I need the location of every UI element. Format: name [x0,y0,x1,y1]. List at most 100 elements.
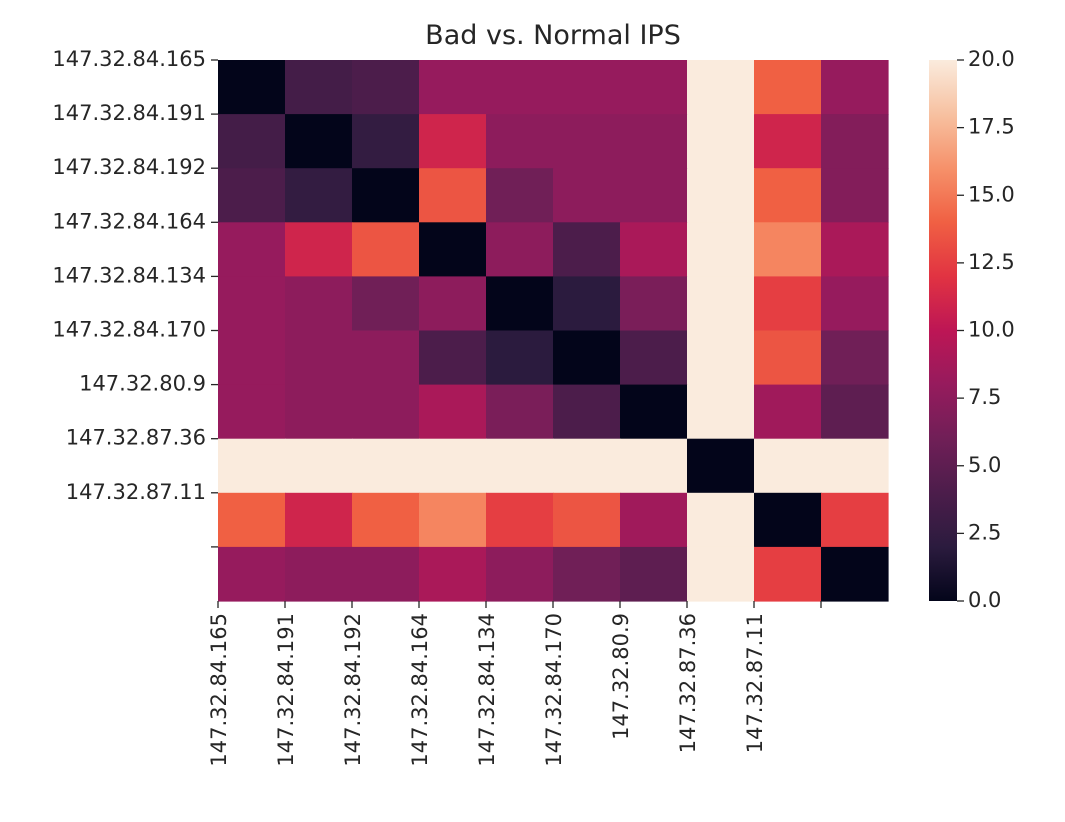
x-tick-label: 147.32.84.191 [274,613,298,767]
chart-title: Bad vs. Normal IPS [425,20,681,51]
heatmap-cell [620,330,688,386]
heatmap-cell [620,168,688,223]
y-tick-label: 147.32.84.192 [52,155,206,179]
heatmap-cell [821,222,889,277]
heatmap-cell [754,114,822,169]
heatmap-cell [352,438,420,494]
heatmap-cell [285,60,353,115]
heatmap-cell [620,438,688,494]
y-tick-label: 147.32.84.165 [52,47,206,71]
heatmap-cell [754,168,822,223]
heatmap-cell [620,222,688,277]
heatmap-cell [486,114,554,169]
colorbar: 0.0 2.5 5.0 7.5 10.0 12.5 15.0 17.5 20.0 [929,47,1015,612]
heatmap-cell [486,330,554,386]
y-tick-label: 147.32.84.170 [52,318,206,342]
heatmap-cell [419,546,487,602]
heatmap-cell [821,546,889,602]
heatmap-cell [285,276,353,332]
y-tick-label: 147.32.80.9 [79,372,206,396]
heatmap-cell [620,276,688,332]
heatmap-cell [687,330,755,386]
heatmap-cell [754,222,822,277]
colorbar-tick-label: 5.0 [968,453,1001,477]
colorbar-tick-label: 15.0 [968,182,1015,206]
x-tick-label: 147.32.80.9 [609,613,633,740]
heatmap-cell [553,384,621,440]
heatmap-cell [285,330,353,386]
heatmap-cell [620,60,688,115]
y-tick-label: 147.32.87.11 [66,480,206,504]
heatmap-cell [687,546,755,602]
heatmap-cell [486,276,554,332]
y-tick-label: 147.32.84.164 [52,209,206,233]
heatmap-cell [218,114,286,169]
heatmap-cell [218,276,286,332]
heatmap-cell [821,114,889,169]
heatmap-cell [285,438,353,494]
heatmap-cell [218,168,286,223]
heatmap-cell [218,438,286,494]
colorbar-gradient [929,60,957,601]
heatmap-cell [218,222,286,277]
x-tick-label: 147.32.87.11 [743,613,767,753]
x-tick-label: 147.32.84.165 [207,613,231,767]
heatmap-cell [754,492,822,548]
heatmap-cell [553,60,621,115]
heatmap-cell [620,492,688,548]
heatmap-cell [687,60,755,115]
heatmap-cell [486,384,554,440]
heatmap-cell [352,546,420,602]
heatmap-cell [553,276,621,332]
heatmap-cell [419,276,487,332]
heatmap-cell [352,114,420,169]
heatmap-cell [218,60,286,115]
heatmap-cell [218,546,286,602]
heatmap-cell [285,546,353,602]
heatmap-cell [486,438,554,494]
heatmap-cell [553,492,621,548]
x-tick-label: 147.32.87.36 [676,613,700,753]
heatmap-cell [754,438,822,494]
heatmap-cell [218,384,286,440]
heatmap-cell [687,384,755,440]
heatmap-cell [419,438,487,494]
heatmap-cell [419,60,487,115]
heatmap-cell [352,330,420,386]
heatmap-cell [821,276,889,332]
heatmap-cell [754,60,822,115]
heatmap-cells [218,60,889,602]
heatmap-cell [754,330,822,386]
heatmap-cell [553,330,621,386]
x-axis-ticks: 147.32.84.165 147.32.84.191 147.32.84.192 1… [207,601,822,767]
heatmap-cell [486,168,554,223]
heatmap-cell [486,60,554,115]
heatmap-cell [821,330,889,386]
y-tick-label: 147.32.84.191 [52,101,206,125]
colorbar-tick-label: 0.0 [968,588,1001,612]
heatmap-cell [821,438,889,494]
heatmap-cell [821,168,889,223]
heatmap-cell [352,60,420,115]
heatmap-cell [553,546,621,602]
heatmap-cell [419,222,487,277]
heatmap-cell [553,438,621,494]
heatmap-cell [553,168,621,223]
heatmap-cell [754,276,822,332]
heatmap-cell [687,114,755,169]
heatmap-cell [419,492,487,548]
heatmap-cell [285,114,353,169]
x-tick-label: 147.32.84.164 [408,613,432,767]
y-axis-ticks: 147.32.84.165 147.32.84.191 147.32.84.192 1… [52,47,218,548]
heatmap-cell [754,384,822,440]
heatmap-cell [486,222,554,277]
colorbar-tick-label: 7.5 [968,385,1001,409]
colorbar-tick-label: 2.5 [968,520,1001,544]
x-tick-label: 147.32.84.170 [542,613,566,767]
heatmap-cell [352,222,420,277]
heatmap-cell [419,114,487,169]
heatmap-cell [687,492,755,548]
heatmap-cell [352,492,420,548]
heatmap-cell [419,330,487,386]
